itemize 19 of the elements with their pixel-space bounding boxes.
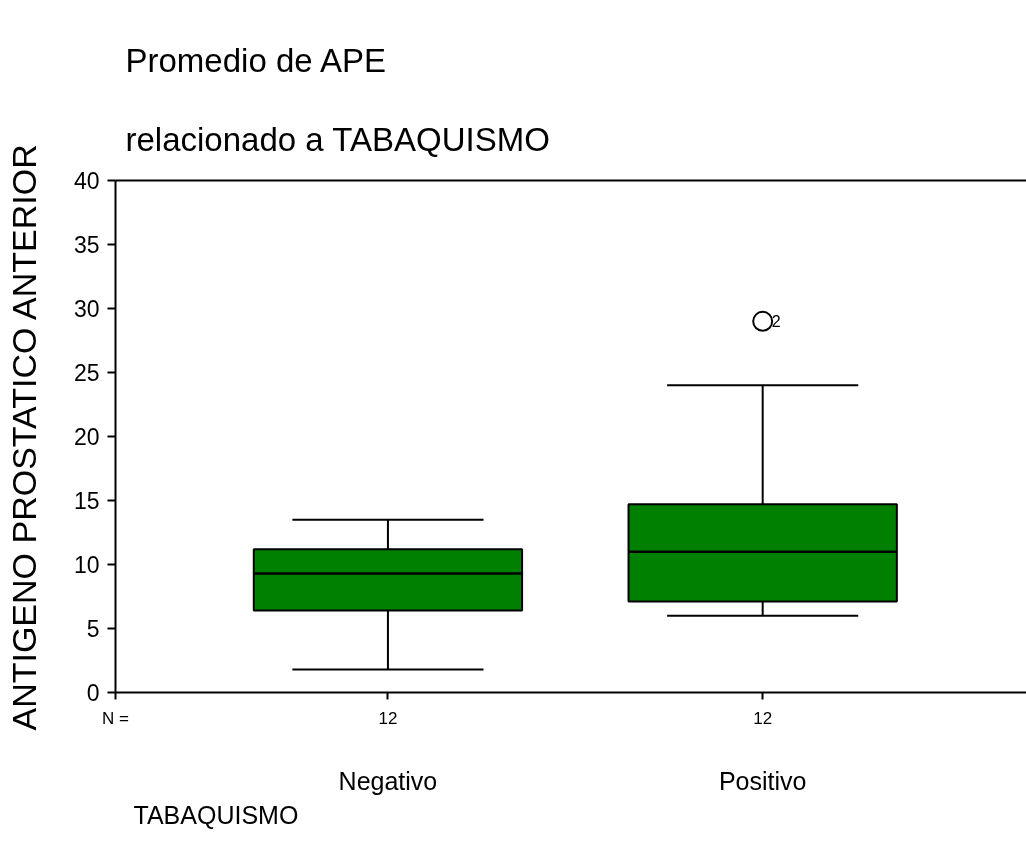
y-tick-label: 5: [86, 616, 100, 642]
y-tick-label: 20: [73, 424, 100, 450]
annotation: 2: [771, 313, 781, 331]
y-tick-label: 40: [73, 168, 100, 194]
annotation: 12: [753, 708, 773, 728]
chart-subtitle: relacionado a TABAQUISMO: [125, 121, 550, 158]
annotation: 12: [378, 708, 398, 728]
x-tick-label: Negativo: [338, 766, 438, 795]
y-axis-title: ANTIGENO PROSTATICO ANTERIOR: [4, 144, 43, 731]
y-tick-label: 15: [73, 488, 100, 514]
y-tick-label: 30: [73, 296, 100, 322]
y-tick-label: 25: [73, 360, 100, 386]
x-axis-title: TABAQUISMO: [133, 800, 299, 829]
text: N =: [102, 708, 130, 728]
x-tick-label: Positivo: [718, 766, 807, 795]
y-tick-label: 10: [73, 552, 100, 578]
chart-title: Promedio de APE: [125, 41, 386, 79]
y-tick-label: 0: [86, 680, 100, 706]
y-tick-label: 35: [73, 232, 100, 258]
